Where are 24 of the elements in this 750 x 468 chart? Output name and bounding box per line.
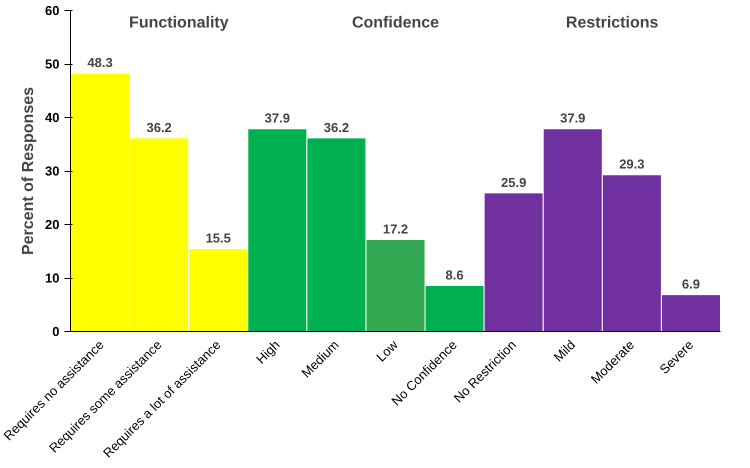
- y-tick-label: 60: [45, 3, 60, 18]
- annotation: Functionality: [129, 14, 229, 32]
- data-label: 36.2: [146, 120, 172, 135]
- data-label: 29.3: [619, 156, 645, 172]
- data-label: 15.5: [206, 230, 231, 246]
- data-label: 48.3: [87, 55, 113, 70]
- x-tick-label: Low: [373, 336, 402, 365]
- y-tick-label: 30: [45, 164, 60, 178]
- data-label: 8.6: [446, 267, 464, 282]
- data-label: 37.9: [264, 110, 290, 126]
- y-tick-label: 20: [45, 217, 60, 232]
- annotation: Confidence: [352, 14, 440, 32]
- data-label: 17.2: [382, 221, 408, 236]
- data-label: 37.9: [560, 110, 586, 126]
- x-tick-label: High: [253, 337, 283, 367]
- y-tick-label: 50: [45, 56, 60, 72]
- data-label: 25.9: [501, 174, 526, 190]
- y-tick-label: 10: [45, 270, 60, 286]
- y-tick-label: 0: [52, 324, 60, 339]
- data-label: 36.2: [324, 120, 350, 135]
- data-label: 6.9: [682, 276, 700, 292]
- annotation: Restrictions: [566, 14, 659, 32]
- y-axis-title: Percent of Responses: [20, 86, 38, 256]
- y-tick-label: 40: [45, 110, 60, 125]
